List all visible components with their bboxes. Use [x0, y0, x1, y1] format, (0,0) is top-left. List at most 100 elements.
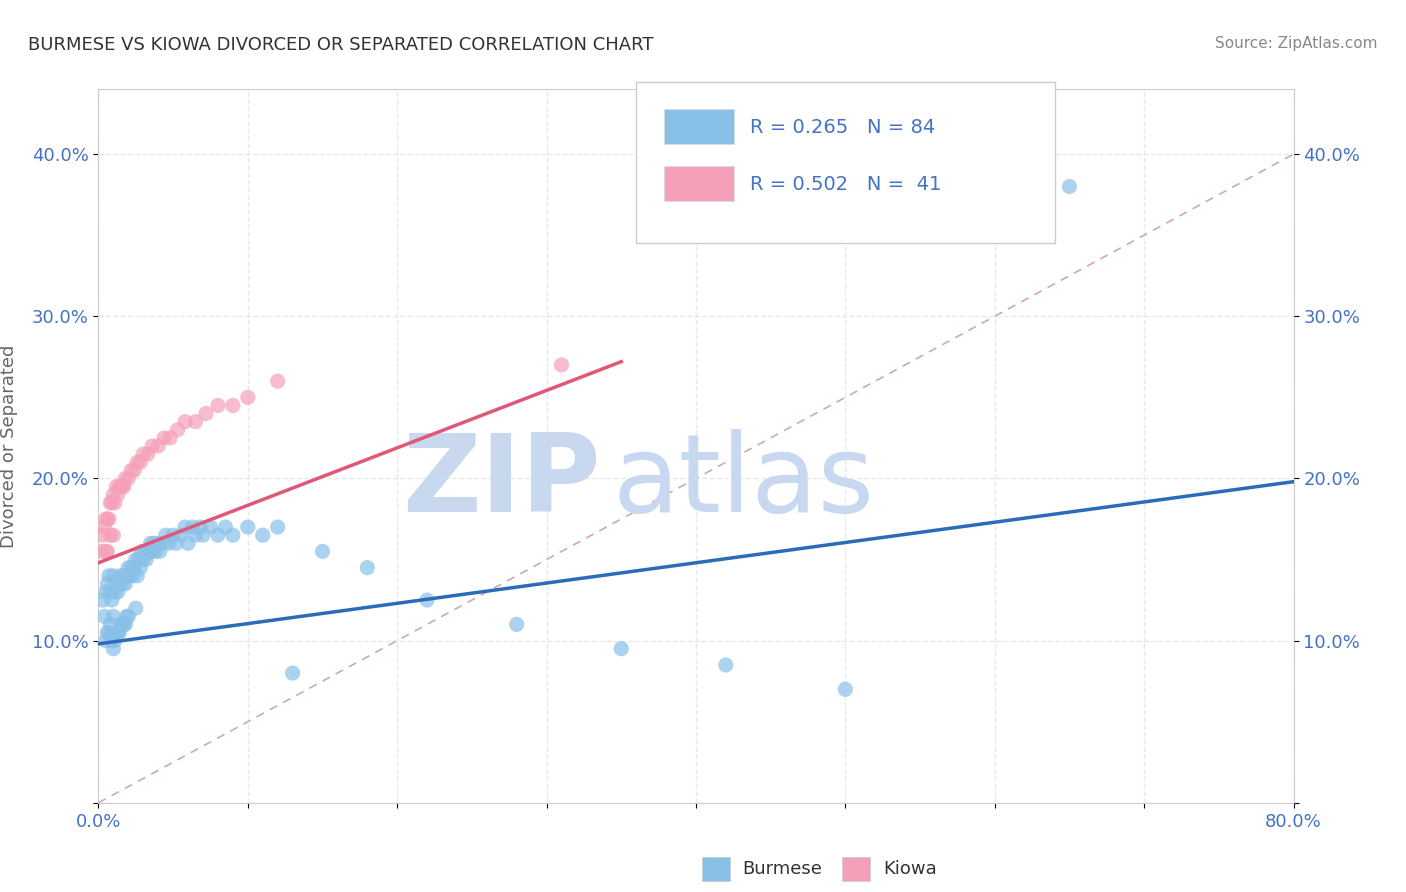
Point	[181, 520, 204, 534]
Point	[114, 471, 136, 485]
FancyBboxPatch shape	[664, 166, 734, 202]
Point	[97, 512, 120, 526]
Point	[104, 496, 127, 510]
Point	[281, 666, 304, 681]
Point	[184, 415, 207, 429]
Point	[107, 585, 129, 599]
Point	[148, 439, 170, 453]
Point	[103, 528, 125, 542]
Point	[112, 479, 135, 493]
Point	[267, 374, 290, 388]
Point	[96, 625, 118, 640]
Point	[236, 520, 259, 534]
Point	[111, 617, 134, 632]
Point	[267, 520, 290, 534]
Point	[111, 479, 134, 493]
Point	[104, 633, 127, 648]
Point	[138, 544, 160, 558]
Point	[108, 479, 131, 493]
Point	[132, 447, 155, 461]
Text: ZIP: ZIP	[402, 429, 600, 534]
Point	[124, 463, 146, 477]
Point	[188, 520, 211, 534]
Point	[90, 544, 112, 558]
Point	[149, 544, 172, 558]
Point	[214, 520, 236, 534]
Text: R = 0.265   N = 84: R = 0.265 N = 84	[749, 118, 935, 136]
Point	[131, 544, 153, 558]
Point	[127, 568, 149, 582]
Point	[115, 568, 138, 582]
Point	[98, 617, 122, 632]
Point	[124, 560, 146, 574]
Point	[200, 520, 222, 534]
Point	[311, 544, 333, 558]
Point	[184, 528, 207, 542]
Point	[610, 641, 633, 656]
Point	[117, 471, 139, 485]
Point	[108, 577, 131, 591]
Point	[94, 544, 117, 558]
Point	[141, 439, 163, 453]
Text: Burmese: Burmese	[742, 860, 823, 878]
Point	[91, 593, 114, 607]
Point	[105, 577, 128, 591]
Point	[169, 528, 191, 542]
Point	[103, 609, 125, 624]
Point	[97, 625, 120, 640]
Point	[155, 528, 177, 542]
Point	[152, 536, 174, 550]
Point	[94, 512, 117, 526]
FancyBboxPatch shape	[664, 109, 734, 145]
Point	[112, 617, 135, 632]
Point	[143, 544, 166, 558]
Point	[110, 479, 132, 493]
Text: Source: ZipAtlas.com: Source: ZipAtlas.com	[1215, 36, 1378, 51]
Point	[94, 633, 117, 648]
Point	[174, 415, 197, 429]
Point	[191, 528, 214, 542]
Point	[91, 528, 114, 542]
Point	[114, 577, 136, 591]
Point	[165, 536, 187, 550]
Point	[103, 568, 125, 582]
Point	[134, 544, 156, 558]
Point	[139, 536, 162, 550]
Point	[125, 552, 148, 566]
Point	[195, 407, 218, 421]
Point	[142, 536, 165, 550]
Point	[110, 568, 132, 582]
Point	[834, 682, 856, 697]
Point	[112, 568, 135, 582]
Point	[252, 528, 274, 542]
Point	[506, 617, 529, 632]
Point	[96, 544, 118, 558]
Point	[132, 552, 155, 566]
Point	[207, 528, 229, 542]
Point	[550, 358, 572, 372]
Point	[136, 544, 159, 558]
Point	[222, 528, 245, 542]
Point	[157, 536, 180, 550]
Point	[207, 399, 229, 413]
Point	[111, 577, 134, 591]
Point	[153, 431, 176, 445]
Y-axis label: Divorced or Separated: Divorced or Separated	[0, 344, 18, 548]
Point	[166, 423, 188, 437]
Point	[93, 609, 115, 624]
FancyBboxPatch shape	[636, 82, 1054, 243]
Point	[107, 488, 129, 502]
Point	[103, 488, 125, 502]
Point	[416, 593, 439, 607]
Point	[117, 560, 139, 574]
Point	[107, 625, 129, 640]
Point	[98, 585, 122, 599]
Point	[118, 568, 141, 582]
Point	[127, 455, 149, 469]
Point	[714, 657, 737, 672]
Point	[104, 585, 127, 599]
Point	[1059, 179, 1081, 194]
Point	[129, 455, 152, 469]
Point	[121, 568, 143, 582]
Point	[177, 536, 200, 550]
